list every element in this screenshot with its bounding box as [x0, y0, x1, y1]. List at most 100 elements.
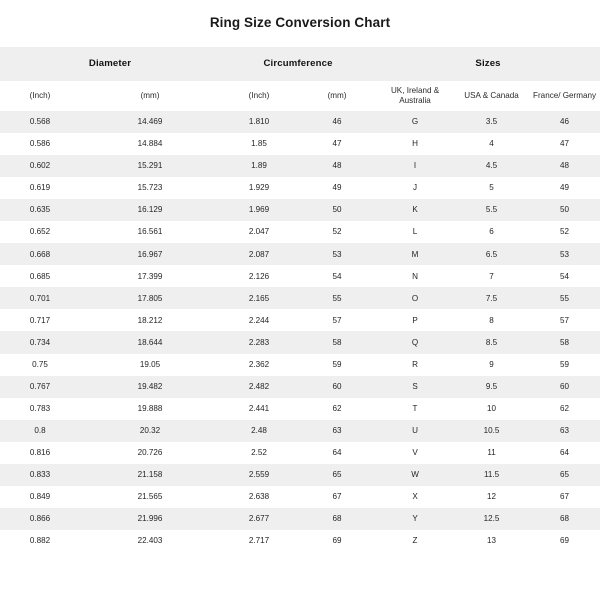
table-cell: 1.929	[248, 183, 270, 193]
table-cell: 2.677	[248, 514, 270, 524]
table-row: 0.783 19.888 2.441 62 T 10 62	[0, 397, 600, 420]
table-cell: 15.291	[137, 161, 163, 171]
table-cell: 18.212	[137, 315, 163, 325]
table-row: 0.816 20.726 2.52 64 V 11 64	[0, 441, 600, 464]
table-row: 0.734 18.644 2.283 58 Q 8.5 58	[0, 331, 600, 354]
table-cell: 59	[332, 359, 342, 369]
table-cell: 0.717	[29, 315, 51, 325]
table-cell: 68	[560, 514, 570, 524]
table-cell: 0.882	[29, 536, 51, 546]
table-cell: 0.586	[29, 139, 51, 149]
table-cell: 0.635	[29, 205, 51, 215]
table-cell: 65	[332, 470, 342, 479]
group-header-circumference: Circumference	[263, 58, 333, 70]
table-row: 0.701 17.805 2.165 55 O 7.5 55	[0, 287, 600, 310]
unit-header-diameter-mm: (mm)	[140, 91, 160, 101]
table-row: 0.75 19.05 2.362 59 R 9 59	[0, 353, 600, 376]
table-cell: 7.5	[485, 293, 498, 303]
table-cell: 59	[560, 359, 570, 369]
table-cell: Q	[411, 337, 419, 347]
table-cell: 9	[489, 359, 494, 369]
table-cell: 2.047	[248, 227, 270, 237]
table-row: 0.668 16.967 2.087 53 M 6.5 53	[0, 243, 600, 266]
table-cell: 21.996	[137, 514, 163, 524]
table-cell: 62	[560, 403, 570, 413]
table-cell: 2.717	[248, 536, 270, 546]
table-row: 0.586 14.884 1.85 47 H 4 47	[0, 133, 600, 156]
table-cell: 55	[332, 293, 342, 303]
table-row: 0.602 15.291 1.89 48 I 4.5 48	[0, 155, 600, 178]
table-cell: 67	[332, 492, 342, 502]
unit-header-circumference-mm: (mm)	[327, 91, 347, 101]
table-cell: O	[411, 293, 419, 303]
table-cell: 54	[560, 271, 570, 281]
page-title: Ring Size Conversion Chart	[209, 15, 391, 30]
table-cell: 69	[332, 536, 342, 546]
table-row: 0.8 20.32 2.48 63 U 10.5 63	[0, 419, 600, 442]
table-body: 0.568 14.469 1.810 46 G 3.5 46 0.586 14.884 1.85 4…	[0, 111, 600, 552]
table-cell: 1.810	[248, 117, 270, 127]
table-cell: 12.5	[483, 514, 500, 524]
table-cell: 0.783	[29, 403, 51, 413]
table-cell: 0.767	[29, 381, 51, 391]
table-cell: I	[413, 161, 417, 171]
table-cell: 47	[560, 139, 570, 149]
table-cell: 10	[487, 403, 497, 413]
table-cell: 47	[332, 139, 342, 149]
ring-size-conversion-table: Diameter Circumference Sizes (Inch) (mm)…	[0, 47, 600, 552]
unit-header-circumference-inch: (Inch)	[248, 91, 270, 101]
table-cell: G	[411, 117, 419, 127]
table-row: 0.619 15.723 1.929 49 J 5 49	[0, 177, 600, 200]
table-cell: 7	[489, 271, 494, 281]
table-cell: 46	[332, 117, 342, 127]
table-cell: 16.561	[137, 227, 163, 237]
table-row: 0.568 14.469 1.810 46 G 3.5 46	[0, 111, 600, 134]
table-cell: 68	[332, 514, 342, 524]
table-cell: T	[412, 403, 418, 413]
table-cell: 57	[332, 315, 342, 325]
table-row: 0.849 21.565 2.638 67 X 12 67	[0, 485, 600, 508]
table-cell: X	[412, 492, 418, 502]
table-cell: 0.734	[29, 337, 51, 347]
table-cell: 11.5	[483, 470, 500, 479]
table-cell: 48	[560, 161, 570, 171]
table-cell: 0.75	[32, 359, 48, 369]
table-cell: 19.888	[137, 403, 163, 413]
table-row: 0.833 21.158 2.559 65 W 11.5 65	[0, 463, 600, 486]
table-cell: 2.362	[248, 359, 270, 369]
table-cell: 50	[560, 205, 570, 215]
unit-header-diameter-inch: (Inch)	[29, 91, 51, 101]
table-cell: 63	[332, 425, 342, 435]
table-cell: 49	[560, 183, 570, 193]
table-cell: 58	[332, 337, 342, 347]
table-cell: 62	[332, 403, 342, 413]
table-cell: 21.158	[137, 470, 163, 479]
table-cell: W	[411, 470, 419, 479]
table-cell: 49	[332, 183, 342, 193]
table-cell: 14.469	[137, 117, 163, 127]
table-cell: 2.559	[248, 470, 270, 479]
table-cell: Z	[412, 536, 418, 546]
table-cell: 0.8	[34, 425, 46, 435]
table-cell: 20.32	[139, 425, 161, 435]
table-cell: 19.05	[139, 359, 161, 369]
unit-header-france-germany: France/ Germany	[533, 91, 597, 101]
table-cell: 17.805	[137, 293, 163, 303]
table-cell: 69	[560, 536, 570, 546]
table-row: 0.882 22.403 2.717 69 Z 13 69	[0, 529, 600, 552]
table-cell: 64	[332, 447, 342, 457]
table-cell: 2.283	[248, 337, 270, 347]
table-cell: 67	[560, 492, 570, 502]
table-cell: 53	[560, 249, 570, 259]
table-cell: U	[412, 425, 418, 435]
table-cell: 9.5	[485, 381, 498, 391]
table-cell: 4.5	[485, 161, 498, 171]
table-head: Diameter Circumference Sizes (Inch) (mm)…	[0, 47, 600, 111]
table-cell: 64	[560, 447, 570, 457]
table-cell: 2.48	[251, 425, 267, 435]
table-row: 0.635 16.129 1.969 50 K 5.5 50	[0, 199, 600, 222]
table-row: 0.866 21.996 2.677 68 Y 12.5 68	[0, 507, 600, 530]
table-cell: 2.087	[248, 249, 270, 259]
table-row: 0.767 19.482 2.482 60 S 9.5 60	[0, 375, 600, 398]
